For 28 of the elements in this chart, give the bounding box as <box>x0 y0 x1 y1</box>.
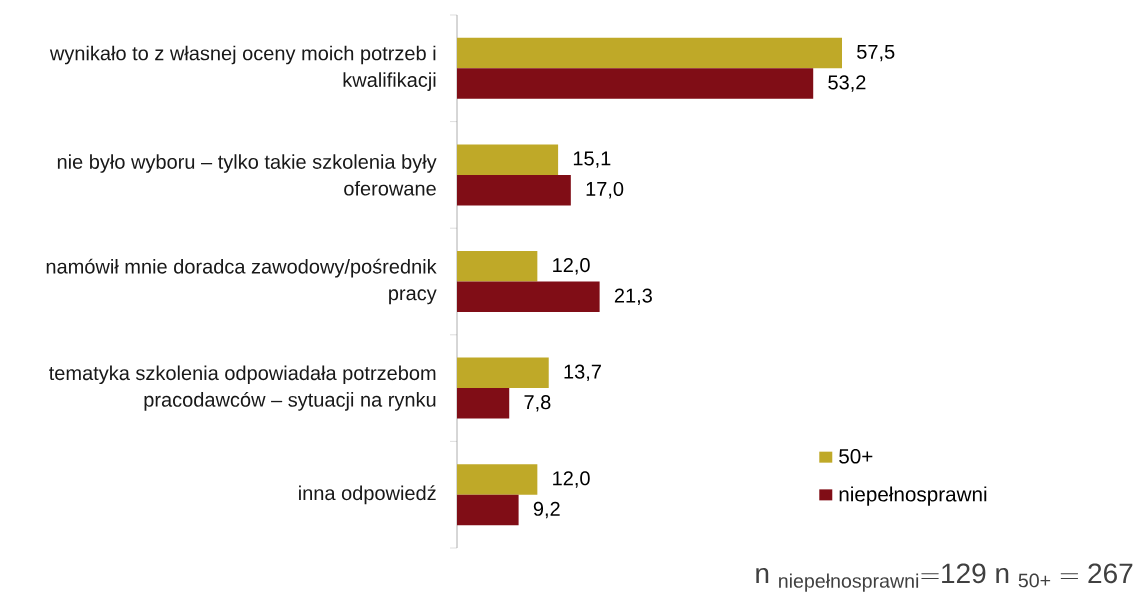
bar <box>457 251 538 282</box>
y-tick-label: nie było wyboru – tylko takie szkolenia były oferowane <box>57 154 437 196</box>
data-label: 12,0 <box>553 471 590 488</box>
legend-label: niepełnosprawni <box>839 486 987 506</box>
bar <box>457 464 538 495</box>
bar <box>457 494 519 526</box>
data-label: 57,5 <box>857 44 895 62</box>
text: $\mathrm{n}\ {}_{\text{niepełnosprawni}}{=}\mathrm{129}\ \mathrm{n}\ {}_{\text{50+}}=\mathrm{267}$ <box>756 563 1133 592</box>
data-label: 13,7 <box>564 364 601 382</box>
y-tick-label: tematyka szkolenia odpowiadała potrzebom pracodawców – sytuacji na rynku <box>49 365 436 411</box>
data-label: 7,8 <box>524 395 551 412</box>
bar <box>457 174 571 206</box>
y-tick-label: inna odpowiedź <box>299 485 436 505</box>
data-label: 53,2 <box>828 75 866 92</box>
bar <box>457 357 549 389</box>
bar <box>457 144 559 175</box>
bar <box>457 68 814 99</box>
y-tick-label: namówił mnie doradca zawodowy/pośrednik pracy <box>46 258 437 305</box>
bar <box>457 281 600 312</box>
legend-label: 50+ <box>839 448 873 464</box>
data-label: 21,3 <box>614 288 652 305</box>
data-label: 12,0 <box>553 257 590 275</box>
data-label: 15,1 <box>573 151 611 168</box>
bar <box>457 388 510 419</box>
y-tick-label: wynikało to z własnej oceny moich potrzeb i kwalifikacji <box>49 45 436 91</box>
bar <box>457 37 842 69</box>
data-label: 17,0 <box>586 181 624 199</box>
data-label: 9,2 <box>533 501 560 519</box>
